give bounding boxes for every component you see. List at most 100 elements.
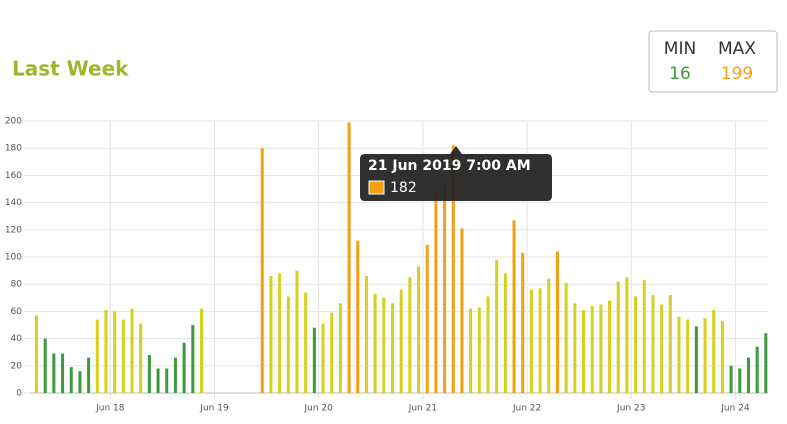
bar [278,273,282,393]
min-value: 16 [669,64,691,84]
bar [495,259,499,393]
bar [599,304,603,393]
bar [104,310,108,393]
y-tick-label: 140 [5,198,22,208]
bar [69,367,73,393]
bar [52,353,56,393]
bar [304,292,308,393]
bar [582,310,585,393]
bar [78,371,82,393]
bar [113,311,117,393]
bar [156,368,160,393]
min-label: MIN [664,39,696,59]
bar [521,252,525,393]
bar [686,319,690,393]
tooltip-box [360,146,552,201]
bar [651,295,655,393]
bar [35,315,39,393]
bar [712,310,716,393]
bar [694,326,698,393]
x-tick-label: Jun 21 [408,404,437,414]
bar [364,276,368,393]
bar [417,266,421,393]
bar [390,303,394,393]
bar [512,220,516,393]
bar [165,368,169,393]
y-tick-label: 160 [5,171,22,181]
y-tick-label: 100 [5,253,22,263]
y-tick-label: 0 [16,389,22,399]
bar [408,277,412,393]
tooltip: 21 Jun 2019 7:00 AM 182 [360,146,552,201]
bar [738,368,742,393]
plot-area: 0 20 40 60 80 100 120 140 160 180 200 Jun 18 Jun 19 J… [5,117,768,414]
y-tick-label: 200 [5,117,22,127]
bar [729,365,733,393]
bar [547,278,551,393]
bar [130,308,134,393]
bar [147,354,151,393]
bar [625,277,629,393]
bar [486,296,490,393]
bar [764,333,768,393]
bar [608,300,612,393]
x-tick-label: Jun 19 [199,404,229,414]
bar [330,312,334,393]
bar [43,338,47,393]
chart-title: Last Week [12,57,129,81]
bar [616,281,620,393]
x-tick-label: Jun 22 [512,404,541,414]
bar [286,296,290,393]
bar [356,240,360,393]
bar [425,244,429,393]
bar [399,289,403,393]
bar [503,273,507,393]
bar [338,303,342,393]
bar [460,228,464,393]
y-tick-label: 180 [5,144,22,154]
bar [269,276,273,393]
bar [182,342,186,393]
bar [321,323,325,393]
x-tick-label: Jun 18 [95,404,125,414]
bar [295,270,299,393]
y-tick-label: 20 [11,361,23,371]
bar [573,303,577,393]
bar [347,122,351,394]
x-tick-label: Jun 23 [616,404,645,414]
bar [529,289,533,393]
bar [191,325,195,393]
bar [590,305,594,393]
y-tick-label: 80 [11,280,23,290]
max-value: 199 [721,64,753,84]
bar [260,148,264,393]
bar [677,316,681,393]
bar [720,320,724,393]
bar [642,280,646,393]
tooltip-swatch [368,180,385,195]
bar [443,182,447,393]
bar [173,357,177,393]
bar [469,308,473,393]
bar [199,308,203,393]
bar [95,319,99,393]
bar [555,251,559,393]
y-tick-label: 60 [11,307,23,317]
bar [660,304,664,393]
bar [564,282,568,393]
y-tick-label: 120 [5,225,22,235]
bar [434,191,438,393]
bar [668,295,672,393]
bar [382,297,386,393]
x-tick-label: Jun 20 [303,404,333,414]
bar [139,323,143,393]
bar [477,307,481,393]
x-tick-label: Jun 24 [720,404,750,414]
max-label: MAX [718,39,756,59]
summary-box [648,30,778,93]
bar [87,357,91,393]
bar [538,288,542,393]
bar [755,346,759,393]
bar [121,319,125,393]
